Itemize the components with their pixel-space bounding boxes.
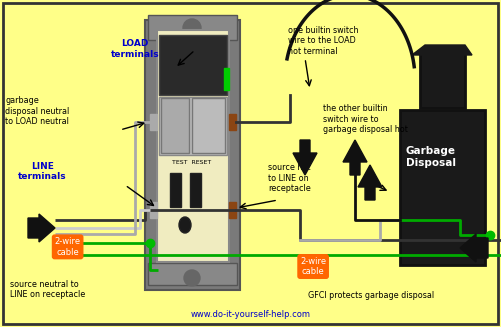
Bar <box>420 53 465 108</box>
Text: source neutral to
LINE on receptacle: source neutral to LINE on receptacle <box>10 280 85 299</box>
Text: source hot
to LINE on
receptacle: source hot to LINE on receptacle <box>268 163 311 193</box>
FancyArrow shape <box>343 140 367 175</box>
Bar <box>161 98 189 153</box>
Bar <box>148 263 237 285</box>
Text: GFCI protects garbage disposal: GFCI protects garbage disposal <box>308 291 434 301</box>
Text: 2-wire
cable: 2-wire cable <box>300 257 326 276</box>
Text: LOAD
terminals: LOAD terminals <box>111 39 160 59</box>
Text: TEST  RESET: TEST RESET <box>172 160 211 164</box>
Bar <box>192 98 225 153</box>
Bar <box>145 20 240 290</box>
Bar <box>170 173 181 207</box>
Bar <box>150 114 157 130</box>
Ellipse shape <box>179 217 191 233</box>
FancyArrow shape <box>28 214 55 242</box>
Bar <box>148 15 237 40</box>
Bar <box>224 68 229 90</box>
Bar <box>159 97 227 155</box>
Text: one builtin switch
wire to the LOAD
hot terminal: one builtin switch wire to the LOAD hot … <box>288 26 359 56</box>
Bar <box>159 35 227 95</box>
Circle shape <box>183 19 201 37</box>
Bar <box>150 202 157 218</box>
Bar <box>157 30 229 262</box>
Text: www.do-it-yourself-help.com: www.do-it-yourself-help.com <box>190 310 311 319</box>
Text: 2-wire
cable: 2-wire cable <box>55 237 81 257</box>
FancyArrow shape <box>460 234 488 262</box>
Text: Garbage
Disposal: Garbage Disposal <box>406 146 456 168</box>
Polygon shape <box>412 45 472 55</box>
FancyArrow shape <box>358 165 382 200</box>
Bar <box>190 173 201 207</box>
Text: garbage
disposal neutral
to LOAD neutral: garbage disposal neutral to LOAD neutral <box>5 96 69 126</box>
Circle shape <box>184 270 200 286</box>
Bar <box>229 202 236 218</box>
Bar <box>229 114 236 130</box>
Text: LINE
terminals: LINE terminals <box>18 162 67 181</box>
Text: the other builtin
switch wire to
garbage disposal hot: the other builtin switch wire to garbage… <box>323 104 408 134</box>
Bar <box>400 110 485 265</box>
FancyArrow shape <box>293 140 317 175</box>
